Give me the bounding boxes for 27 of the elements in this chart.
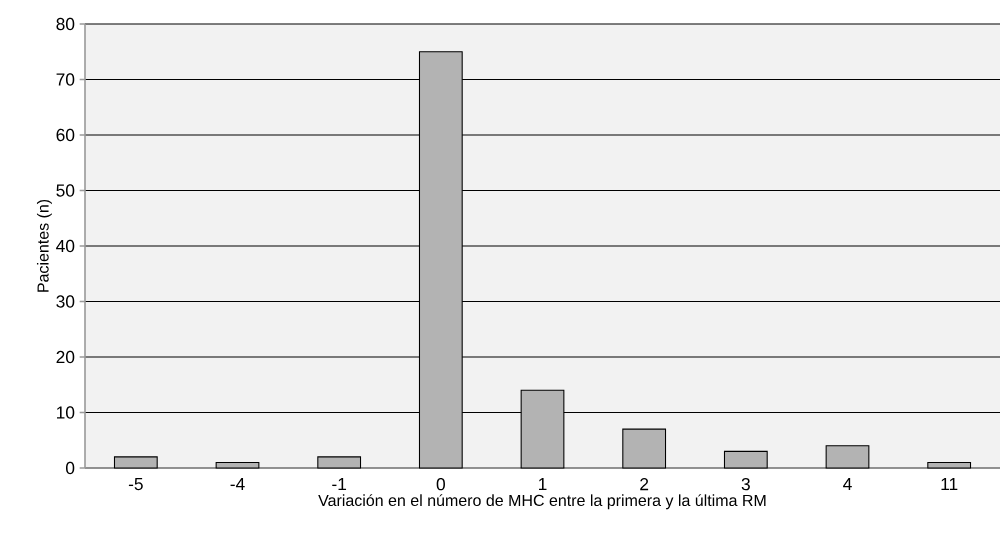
- bar: [927, 461, 972, 469]
- y-tick-label: 60: [56, 128, 75, 142]
- x-tick-label: 0: [436, 478, 445, 491]
- y-tick-label: 40: [56, 239, 75, 253]
- x-tick-label: 11: [941, 478, 958, 490]
- x-tick-label: -5: [128, 478, 143, 491]
- y-tick-label: 0: [65, 461, 75, 475]
- y-axis-title: Pacientes (n): [36, 199, 52, 292]
- x-tick-label: 2: [640, 478, 649, 491]
- y-tick-label: 10: [57, 406, 75, 419]
- x-tick-label: 3: [741, 478, 750, 491]
- bar: [113, 456, 158, 469]
- bar: [825, 445, 870, 469]
- y-tick-label: 80: [56, 17, 75, 31]
- bar: [723, 450, 768, 469]
- y-tick-label: 70: [56, 73, 75, 86]
- x-tick-label: 4: [843, 478, 852, 490]
- bar: [317, 456, 362, 469]
- x-tick-label: -4: [230, 478, 245, 490]
- x-axis-title: Variación en el número de MHC entre la primera y la última RM: [318, 494, 766, 510]
- x-tick-label: -1: [332, 478, 347, 490]
- bar: [622, 428, 667, 469]
- y-tick-label: 50: [56, 184, 75, 197]
- x-tick-label: 1: [539, 478, 547, 490]
- y-tick-label: 30: [56, 295, 75, 308]
- bar: [215, 461, 260, 469]
- y-tick-label: 20: [56, 350, 75, 364]
